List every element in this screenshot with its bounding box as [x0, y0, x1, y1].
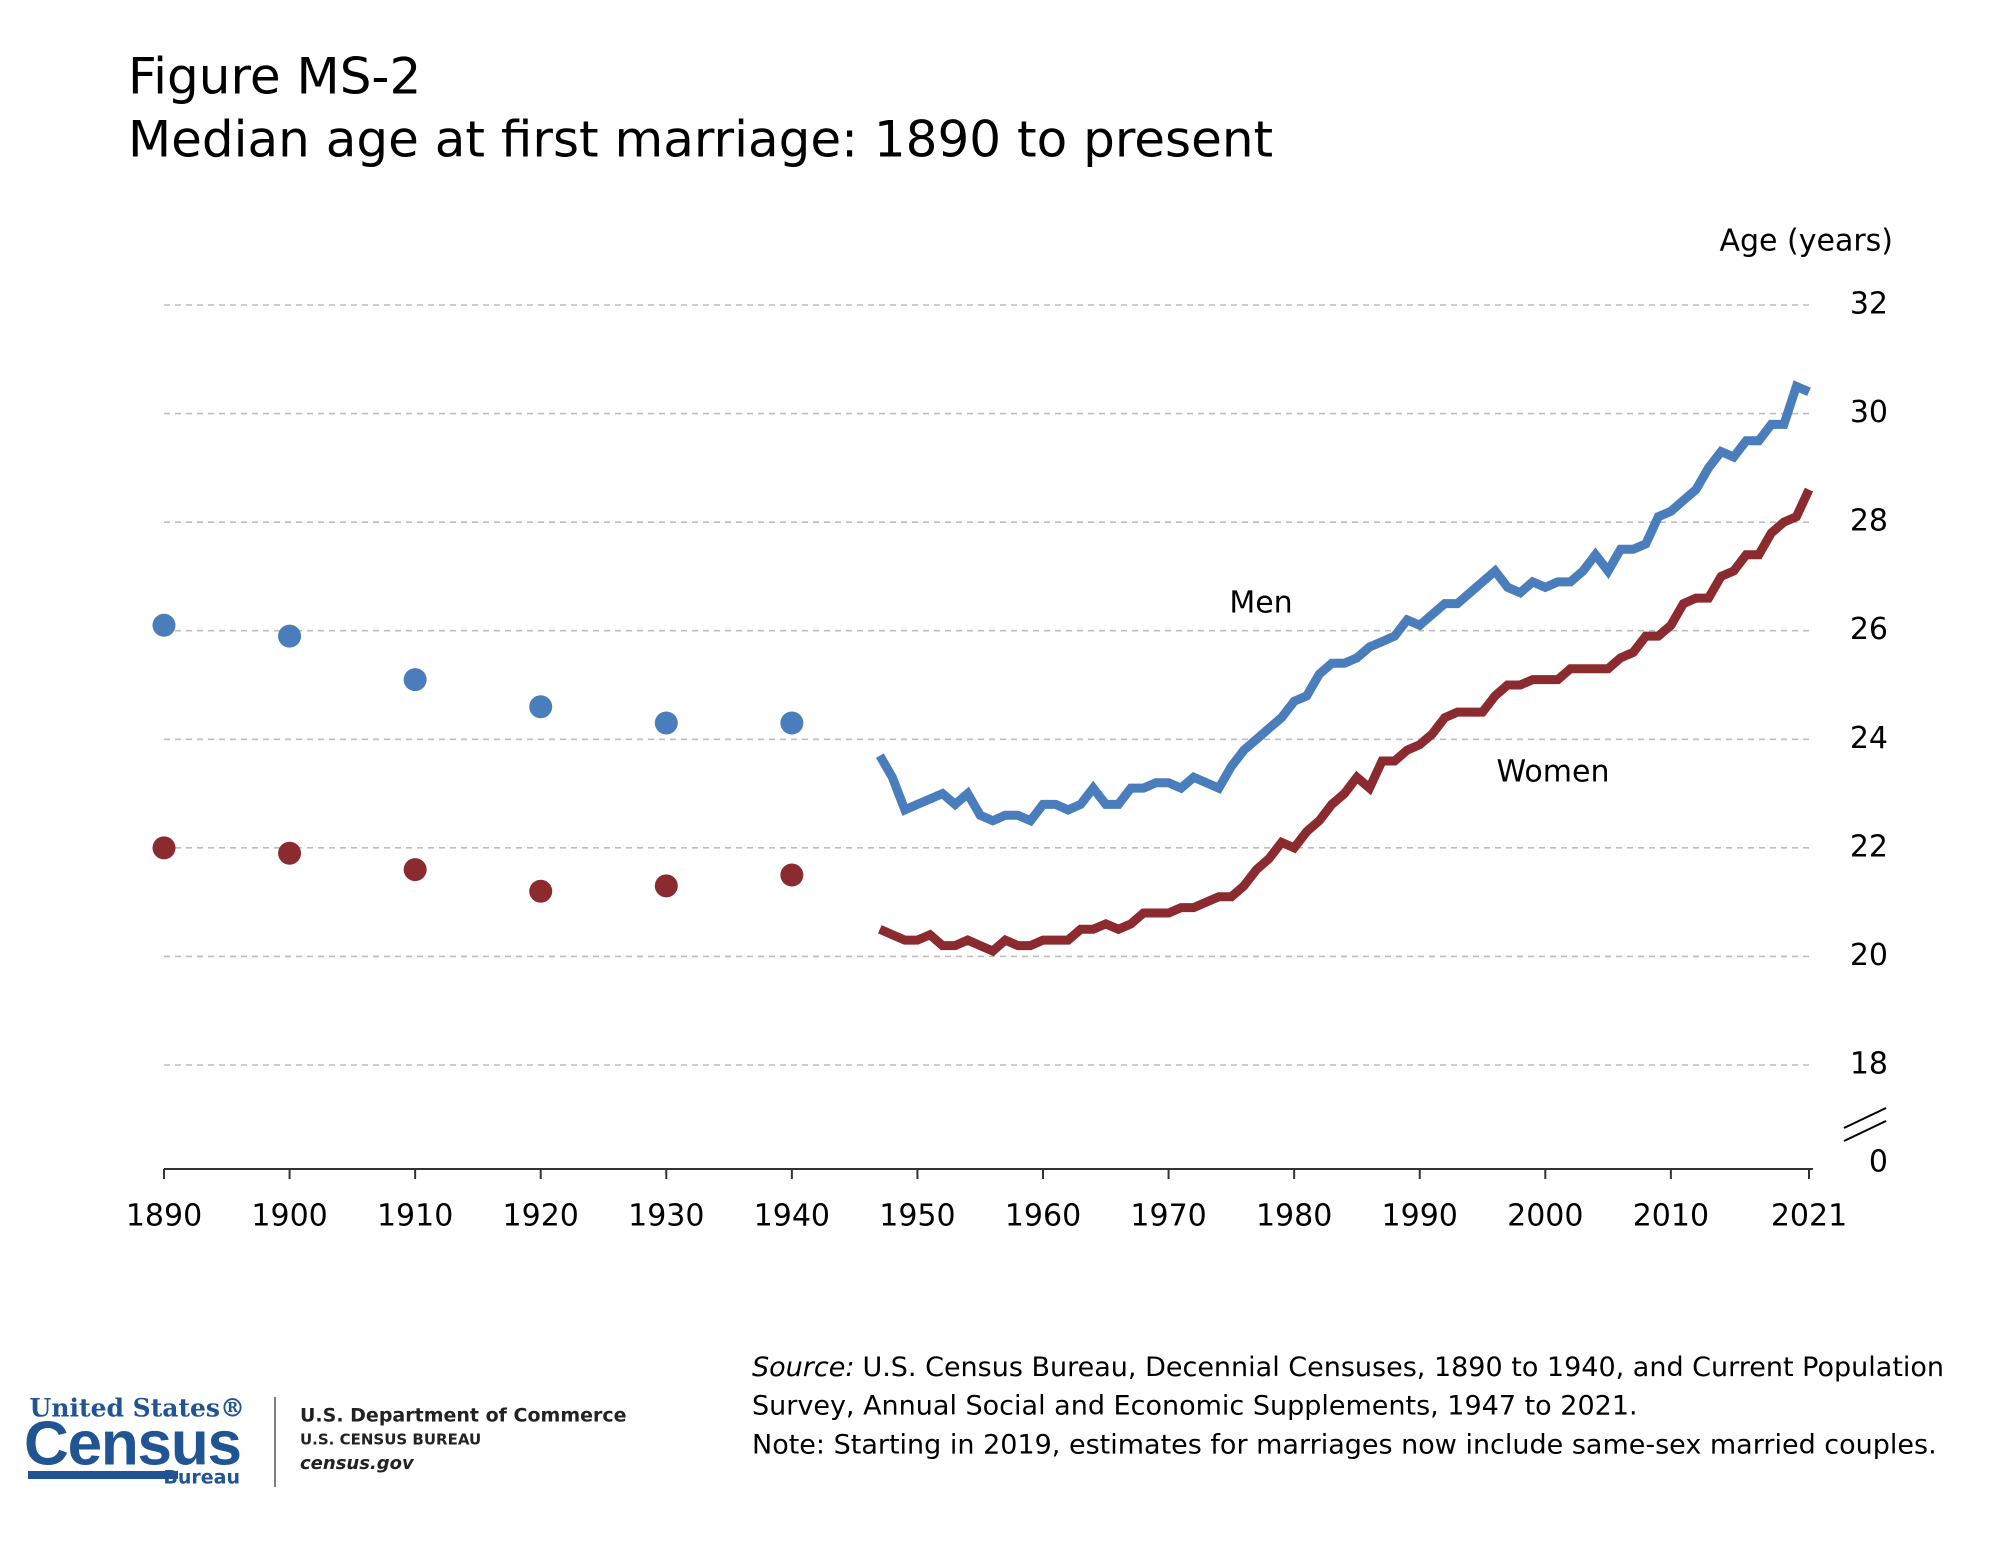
bureau: U.S. CENSUS BUREAU: [300, 1431, 481, 1449]
x-tick-label: 1910: [377, 1199, 453, 1234]
x-tick-label: 2021: [1771, 1199, 1847, 1234]
x-tick-label: 1890: [126, 1199, 202, 1234]
y-tick-label: 24: [1850, 721, 1888, 756]
y-tick-label: 0: [1869, 1145, 1888, 1180]
logo-bottom: Bureau: [163, 1467, 240, 1489]
source-text: Source: U.S. Census Bureau, Decennial Cen…: [752, 1352, 1944, 1383]
source-line: Survey, Annual Social and Economic Suppl…: [752, 1391, 1638, 1422]
logo-main: Census: [24, 1409, 242, 1478]
y-tick-label: 28: [1850, 504, 1888, 539]
series-line: [875, 380, 1811, 827]
logo-bar: [28, 1471, 178, 1479]
x-tick-label: 1980: [1256, 1199, 1332, 1234]
chart-title: Figure MS-2: [128, 48, 421, 106]
series-label: Women: [1497, 755, 1610, 790]
series-point: [780, 711, 804, 735]
y-tick-label: 22: [1850, 829, 1888, 864]
series-point: [152, 613, 176, 637]
plot-area: 0 18 20 22 24 26 28 30 32 1890 1900 1910 1920 1930 194…: [126, 287, 1888, 1234]
series-point: [152, 836, 176, 860]
y-tick-label: 18: [1850, 1047, 1888, 1082]
series-point: [529, 879, 553, 903]
series-point: [654, 874, 678, 898]
x-tick-label: 1950: [879, 1199, 955, 1234]
series-point: [403, 858, 427, 882]
series-point: [278, 841, 302, 865]
y-tick-label: 30: [1850, 395, 1888, 430]
source-label: Source:: [752, 1352, 854, 1383]
x-tick-label: 1940: [754, 1199, 830, 1234]
source-line: U.S. Census Bureau, Decennial Censuses, …: [862, 1352, 1944, 1383]
dept: U.S. Department of Commerce: [300, 1405, 627, 1427]
y-tick-label: 20: [1850, 938, 1888, 973]
y-tick-label: 26: [1850, 612, 1888, 647]
x-tick-label: 1990: [1382, 1199, 1458, 1234]
series-line: [878, 487, 1814, 957]
axis-break: [1843, 1120, 1887, 1142]
series-point: [654, 711, 678, 735]
y-axis-label: Age (years): [1719, 224, 1893, 259]
series-point: [529, 695, 553, 719]
series-point: [278, 624, 302, 648]
logo-top: United States®: [30, 1394, 245, 1423]
footer: Source: U.S. Census Bureau, Decennial Cen…: [24, 1352, 1944, 1489]
axis-break: [1843, 1107, 1887, 1129]
series-point: [403, 668, 427, 692]
x-tick-label: 1960: [1005, 1199, 1081, 1234]
note: Note: Starting in 2019, estimates for ma…: [752, 1430, 1937, 1461]
x-tick-label: 2010: [1633, 1199, 1709, 1234]
series-point: [780, 863, 804, 887]
y-tick-label: 32: [1850, 287, 1888, 322]
x-tick-label: 1920: [503, 1199, 579, 1234]
site: census.gov: [300, 1453, 415, 1474]
x-tick-label: 2000: [1507, 1199, 1583, 1234]
x-tick-label: 1970: [1130, 1199, 1206, 1234]
series-label: Men: [1229, 586, 1292, 621]
chart-subtitle: Median age at first marriage: 1890 to pr…: [128, 111, 1273, 169]
x-tick-label: 1930: [628, 1199, 704, 1234]
x-tick-label: 1900: [251, 1199, 327, 1234]
